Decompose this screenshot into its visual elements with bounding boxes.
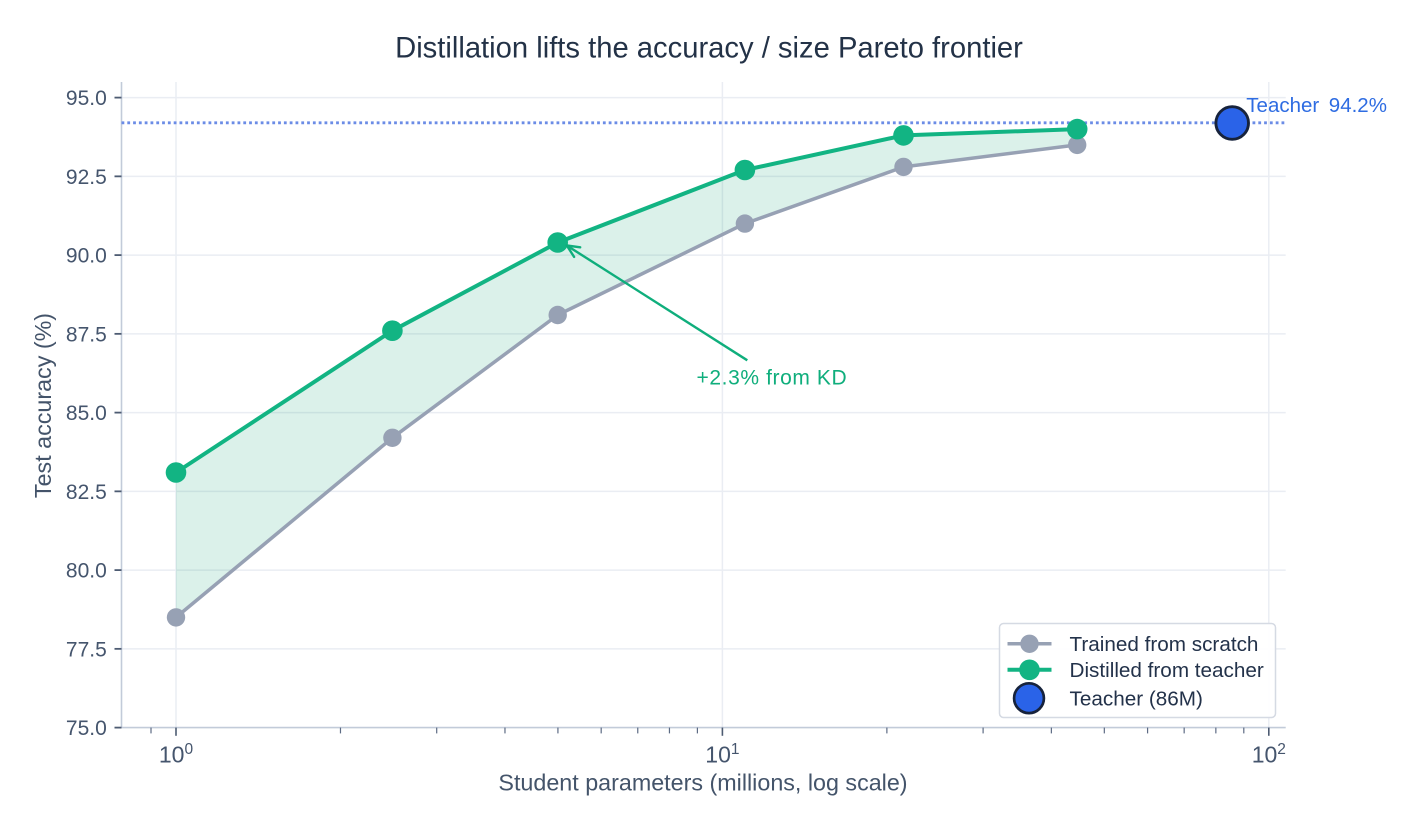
svg-text:+2.3% from KD: +2.3% from KD <box>697 367 848 390</box>
svg-text:Distillation lifts the accurac: Distillation lifts the accuracy / size P… <box>395 32 1023 64</box>
svg-text:87.5: 87.5 <box>66 323 107 346</box>
svg-text:92.5: 92.5 <box>66 166 107 189</box>
svg-text:Distilled from teacher: Distilled from teacher <box>1070 659 1264 682</box>
svg-text:85.0: 85.0 <box>66 402 107 425</box>
svg-text:94.2%: 94.2% <box>1329 94 1387 117</box>
svg-text:Test accuracy (%): Test accuracy (%) <box>30 313 56 498</box>
svg-text:Student parameters (millions,: Student parameters (millions, log scale) <box>498 770 907 796</box>
svg-text:Trained from scratch: Trained from scratch <box>1070 633 1259 656</box>
svg-text:95.0: 95.0 <box>66 87 107 110</box>
svg-text:75.0: 75.0 <box>66 717 107 740</box>
svg-text:Teacher: Teacher <box>1246 94 1319 117</box>
svg-text:82.5: 82.5 <box>66 481 107 504</box>
svg-text:90.0: 90.0 <box>66 245 107 268</box>
svg-text:77.5: 77.5 <box>66 638 107 661</box>
svg-text:Teacher (86M): Teacher (86M) <box>1070 687 1203 710</box>
svg-text:80.0: 80.0 <box>66 560 107 583</box>
